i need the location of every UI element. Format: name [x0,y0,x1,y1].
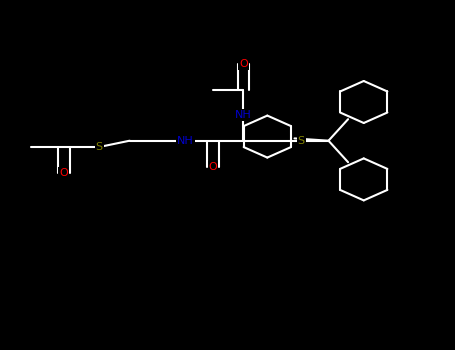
Text: O: O [208,162,217,172]
Text: NH: NH [235,110,252,120]
Text: NH: NH [177,136,194,146]
Text: S: S [96,142,103,152]
Text: S: S [298,136,305,146]
Text: O: O [59,168,68,178]
Text: O: O [239,59,248,69]
